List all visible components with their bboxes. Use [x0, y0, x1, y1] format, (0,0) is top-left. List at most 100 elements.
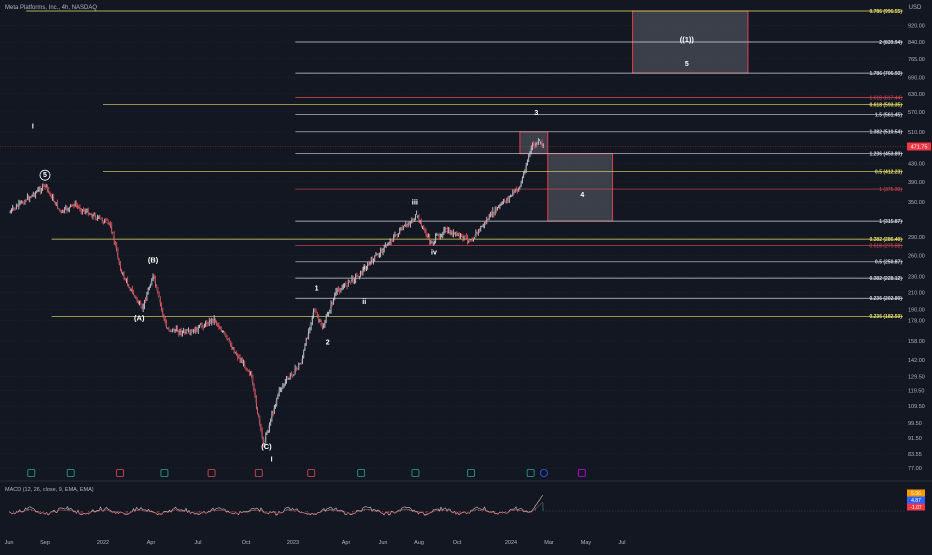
y-tick-label: 350.00	[908, 200, 925, 206]
x-tick-label: Aug	[414, 540, 424, 546]
earnings-badge	[254, 469, 263, 477]
fib-level-label: 1 (375.30)	[879, 187, 902, 193]
macd-value-tag	[907, 489, 925, 497]
wave-label: (A)	[134, 314, 145, 323]
y-tick-label: 178.00	[908, 319, 925, 325]
y-tick-label: 390.00	[908, 180, 925, 186]
y-tick-label: 510.00	[908, 130, 925, 136]
currency-label[interactable]: USD	[909, 5, 922, 11]
y-tick-label: 430.00	[908, 162, 925, 168]
macd-label[interactable]: MACD (12, 26, close, 9, EMA, EMA)	[5, 487, 94, 493]
fib-level-label: 0.5 (250.87)	[875, 260, 902, 266]
fib-level-label: 0.382 (228.12)	[869, 276, 902, 282]
y-tick-label: 210.00	[908, 290, 925, 296]
macd-value: 4.87	[911, 498, 921, 504]
earnings-badge	[577, 469, 586, 477]
x-tick-label: 2022	[97, 540, 109, 546]
fib-level-label: 1.5 (561.45)	[875, 112, 902, 118]
x-tick-label: Sep	[40, 540, 50, 546]
box-wave-4	[547, 153, 614, 222]
x-tick-label: Jun	[379, 540, 388, 546]
y-tick-label: 129.50	[908, 374, 925, 380]
earnings-badge	[357, 469, 366, 477]
fib-level-label: 0.236 (182.50)	[869, 314, 902, 320]
wave-label: (B)	[148, 255, 159, 264]
fib-level-label: 0.5 (412.23)	[875, 169, 902, 175]
wave-label: I	[32, 123, 34, 130]
x-tick-label: Oct	[453, 540, 462, 546]
wave-label-circle	[39, 169, 51, 181]
y-tick-label: 920.00	[908, 23, 925, 29]
earnings-badge	[307, 469, 316, 477]
fib-level-label: 1.236 (453.89)	[869, 151, 902, 157]
macd-value: -1.07	[910, 505, 922, 511]
y-tick-label: 260.00	[908, 254, 925, 260]
last-price-tag	[907, 142, 931, 151]
earnings-badge	[27, 469, 36, 477]
fib-level-label: 0.618 (275.88)	[869, 243, 902, 249]
x-tick-label: Jul	[194, 540, 201, 546]
earnings-badge	[207, 469, 216, 477]
earnings-badge	[526, 469, 535, 477]
y-tick-label: 158.00	[908, 339, 925, 345]
price-line	[8, 141, 544, 445]
y-tick-label: 765.00	[908, 57, 925, 63]
y-tick-label: 109.50	[908, 404, 925, 410]
wave-label: iv	[431, 249, 437, 256]
wave-label: (C)	[261, 442, 272, 451]
y-tick-label: 290.00	[908, 235, 925, 241]
fib-level-label: 0.236 (202.80)	[869, 296, 902, 302]
fib-level-label: 1.618 (617.44)	[869, 95, 902, 101]
y-tick-label: 230.00	[908, 275, 925, 281]
x-tick-label: May	[581, 540, 592, 546]
wave-label: i	[363, 264, 365, 271]
earnings-badge	[66, 469, 75, 477]
fib-level-label: 2 (839.94)	[879, 40, 902, 46]
wave-label: 2	[326, 339, 330, 346]
fib-level-label: 1 (315.87)	[879, 219, 902, 225]
x-tick-label: Jun	[5, 540, 14, 546]
x-tick-label: Oct	[242, 540, 251, 546]
wave-label: 1	[315, 286, 319, 293]
y-tick-label: 77.00	[908, 466, 922, 472]
y-tick-label: 690.00	[908, 75, 925, 81]
wave-label: iii	[412, 198, 418, 207]
earnings-badge	[411, 469, 420, 477]
wave-label: 4	[580, 192, 584, 199]
y-tick-label: 142.00	[908, 358, 925, 364]
x-tick-label: Apr	[342, 540, 351, 546]
dividend-badge	[539, 468, 548, 477]
fib-level-label: 1.382 (510.54)	[869, 130, 902, 136]
y-tick-label: 99.50	[908, 421, 922, 427]
macd-value-tag	[907, 496, 925, 504]
wave-label: 3	[534, 110, 538, 117]
macd-value: 5.96	[911, 491, 921, 497]
macd-value-tag	[907, 503, 925, 511]
fib-level-label: 0.618 (593.35)	[869, 102, 902, 108]
wave-label: ((1))	[680, 35, 695, 44]
symbol-label[interactable]: Meta Platforms, Inc., 4h, NASDAQ	[5, 5, 97, 11]
last-price-value: 471.75	[911, 145, 928, 151]
earnings-badge	[467, 469, 475, 477]
y-tick-label: 570.00	[908, 110, 925, 116]
wave-label: I	[271, 457, 273, 464]
wave-label: 5	[685, 61, 689, 68]
earnings-badge	[160, 469, 169, 477]
fib-level-label: 1.786 (706.93)	[869, 71, 902, 77]
x-tick-label: Apr	[147, 540, 156, 546]
macd-signal-line	[8, 502, 544, 515]
x-tick-label: 2023	[287, 540, 299, 546]
x-tick-label: Mar	[544, 540, 554, 546]
wave-label: ii	[362, 299, 366, 306]
y-tick-label: 840.00	[908, 40, 925, 46]
y-tick-label: 630.00	[908, 92, 925, 98]
y-tick-label: 190.00	[908, 307, 925, 313]
y-tick-label: 119.50	[908, 389, 924, 395]
x-tick-label: Jul	[618, 540, 625, 546]
x-tick-label: 2024	[505, 540, 517, 546]
fib-level-label: 0.382 (286.40)	[869, 237, 902, 243]
wave-label: 5	[43, 172, 47, 179]
earnings-badge	[116, 469, 124, 477]
